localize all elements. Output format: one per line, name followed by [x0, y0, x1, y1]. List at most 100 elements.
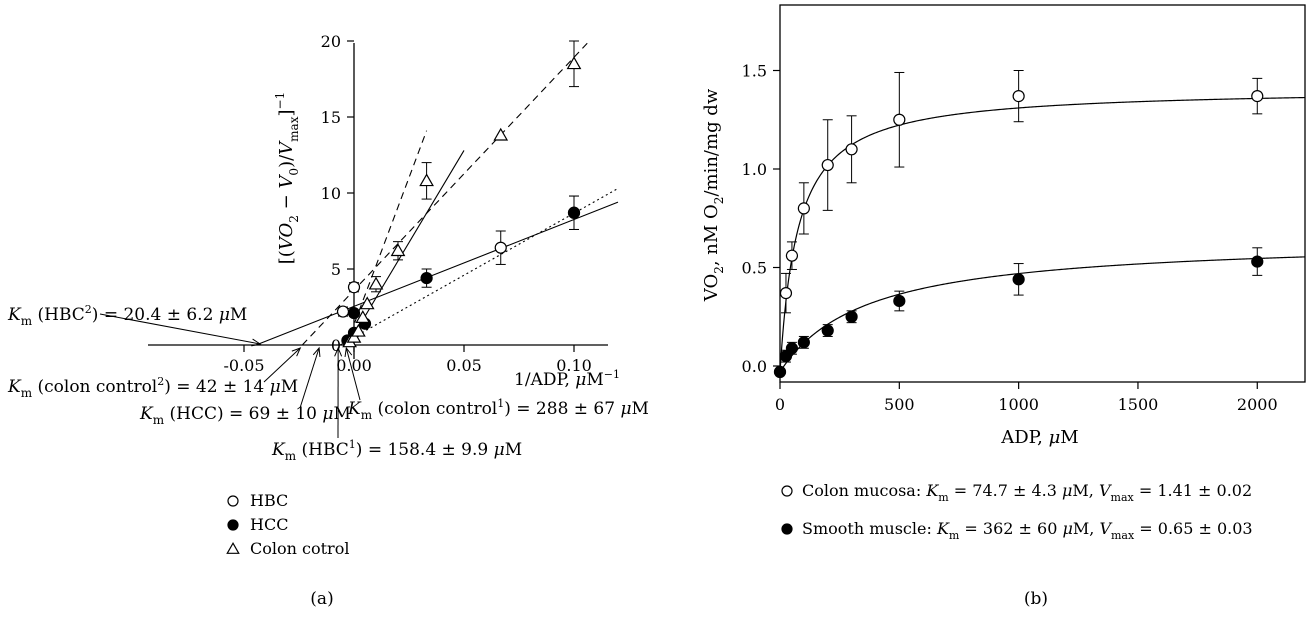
km-sample: (HBC — [296, 440, 349, 460]
km-unit-mu: μ — [322, 404, 333, 424]
legend-b-vmax-symbol: V — [1099, 519, 1112, 538]
panel-a-marks: -0.05 0.00 0.05 0.10 0 5 10 15 20 — [148, 32, 619, 375]
panel-b-point — [779, 287, 793, 300]
km-subscript: m — [361, 408, 373, 422]
legend-b-km-symbol: K — [936, 519, 950, 538]
panel-a-label: (a) — [310, 589, 333, 609]
km-symbol: K — [139, 404, 154, 424]
legend-b-eq: = — [959, 519, 983, 538]
panel-b-point — [1251, 90, 1264, 103]
panel-a-y-tick-label: 0 — [331, 336, 341, 355]
panel-a-y-tick-label: 10 — [321, 184, 341, 203]
panel-a-ylabel: [(VO2 − V0)/Vmax]−1 — [273, 92, 301, 264]
panel-a-point — [368, 276, 384, 290]
panel-a: -0.05 0.00 0.05 0.10 0 5 10 15 20 [(VO2 − V0)/Vm… — [7, 32, 649, 609]
panel-a-x-tick-label: 0.05 — [446, 356, 482, 375]
panel-b-point — [821, 158, 834, 172]
panel-b-x-tick-label: 1000 — [998, 395, 1039, 414]
panel-b-point — [785, 249, 799, 262]
panel-a-fit-line-solid — [347, 150, 465, 346]
panel-a-arrow-head — [334, 346, 343, 357]
panel-a-km-label: Km (HBC1) = 158.4 ± 9.9 μM — [271, 438, 522, 463]
km-value: ) = 42 ± 14 — [164, 377, 269, 397]
km-superscript: 1 — [497, 397, 504, 410]
panel-b-x-tick-label: 2000 — [1237, 395, 1278, 414]
panel-b-x-tick-label: 500 — [884, 395, 915, 414]
panel-b-point — [785, 342, 799, 355]
legend-a-label: HBC — [250, 491, 288, 510]
panel-a-arrow-head — [291, 347, 302, 357]
panel-a-point — [347, 306, 361, 320]
km-value: ) = 158.4 ± 9.9 — [356, 440, 494, 460]
legend-b-km-unit-mu: μ — [1062, 481, 1072, 500]
legend-b-km-unit-mu: μ — [1062, 519, 1072, 538]
panel-a-fit-line-dashed — [301, 40, 590, 346]
panel-b-frame — [779, 4, 1306, 383]
legend-a-marker — [227, 519, 239, 531]
panel-a-point — [567, 206, 581, 219]
panel-b-ylabel: VO2, nM O2/min/mg dw — [701, 88, 726, 302]
km-sample: (HBC — [32, 305, 85, 325]
panel-b-point — [821, 324, 834, 337]
panel-b-point — [1251, 255, 1264, 268]
panel-a-point — [351, 323, 366, 337]
km-superscript: 1 — [349, 438, 356, 451]
km-value: ) = 20.4 ± 6.2 — [92, 305, 219, 325]
panel-a-y-tick-label: 15 — [321, 108, 341, 127]
legend-b-name: Smooth muscle: — [802, 519, 937, 538]
km-symbol: K — [271, 440, 286, 460]
km-superscript: 2 — [157, 375, 164, 388]
km-unit: M — [505, 440, 522, 460]
km-value: ) = 288 ± 67 — [504, 399, 620, 419]
panel-b-point — [797, 336, 810, 349]
panel-a-point — [355, 310, 371, 323]
panel-b-xlabel: ADP, μM — [1000, 427, 1078, 448]
km-unit-mu: μ — [219, 305, 230, 325]
legend-b-km-symbol: K — [925, 481, 939, 500]
legend-a-label: HCC — [250, 515, 288, 534]
legend-a-marker — [227, 495, 239, 507]
panel-a-point — [390, 243, 406, 257]
km-sample: (colon control — [32, 377, 157, 397]
panel-a-x-tick-label: 0.00 — [336, 356, 372, 375]
panel-a-annotation-arrow — [263, 347, 301, 383]
km-unit: M — [632, 399, 649, 419]
legend-b-eq: = — [1134, 519, 1158, 538]
km-sample: (HCC) = 69 ± 10 — [164, 404, 322, 424]
panel-a-point — [566, 56, 582, 70]
km-subscript: m — [153, 413, 165, 427]
panel-a-y-tick-label: 20 — [321, 32, 341, 51]
panel-a-legend: HBC HCC Colon cotrol — [226, 491, 349, 558]
km-symbol: K — [347, 399, 362, 419]
panel-b-label: (b) — [1024, 589, 1048, 609]
panel-a-point — [347, 281, 361, 294]
km-subscript: m — [21, 386, 33, 400]
panel-a-x-tick-label: 0.10 — [556, 356, 592, 375]
panel-a-point — [494, 241, 507, 254]
km-subscript: m — [285, 449, 297, 463]
legend-b-marker — [781, 523, 793, 535]
panel-a-y-tick-label: 5 — [331, 260, 341, 279]
legend-b-label: Smooth muscle: Km = 362 ± 60 μM, Vmax = … — [802, 519, 1253, 542]
km-unit-mu: μ — [620, 399, 631, 419]
panel-b-point — [893, 294, 906, 308]
panel-b-legend: Colon mucosa: Km = 74.7 ± 4.3 μM, Vmax =… — [781, 481, 1253, 542]
panel-a-arrow-head — [344, 346, 353, 357]
legend-b-km-unit: M, — [1072, 481, 1099, 500]
legend-b-vmax-value: 0.65 ± 0.03 — [1158, 519, 1253, 538]
panel-b-point — [845, 143, 858, 156]
km-symbol: K — [7, 305, 22, 325]
legend-b-marker — [781, 485, 793, 497]
km-unit-mu: μ — [270, 377, 281, 397]
panel-a-km-label: Km (HCC) = 69 ± 10 μM — [139, 404, 351, 427]
panel-b-fit-curve — [779, 256, 1306, 373]
panel-b-fit-curve — [779, 96, 1306, 372]
legend-b-label: Colon mucosa: Km = 74.7 ± 4.3 μM, Vmax =… — [802, 481, 1252, 504]
panel-b-x-tick-label: 0 — [775, 395, 785, 414]
km-sample: (colon control — [372, 399, 497, 419]
legend-b-vmax-value: 1.41 ± 0.02 — [1157, 481, 1252, 500]
km-subscript: m — [21, 314, 33, 328]
panel-a-km-annotation: Km (HBC1) = 158.4 ± 9.9 μM — [271, 346, 522, 463]
panel-a-km-annotation: Km (HBC2) = 20.4 ± 6.2 μM — [7, 303, 262, 347]
